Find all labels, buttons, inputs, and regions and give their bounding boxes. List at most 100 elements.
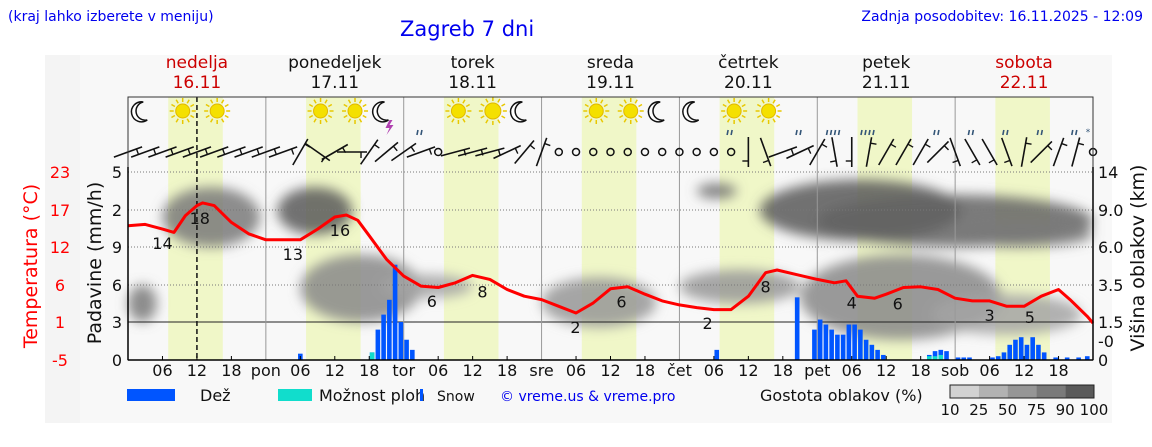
- rain-bar: [1030, 337, 1035, 360]
- precipitation-tick: 2: [112, 201, 122, 220]
- wind-feather: [1061, 142, 1068, 147]
- rain-drop: [825, 129, 829, 136]
- wind-shaft: [895, 138, 912, 166]
- wind-calm-icon: [433, 147, 443, 157]
- sun-ray: [619, 103, 624, 108]
- rain-drop: [868, 129, 871, 136]
- hour-tick: 06: [152, 361, 172, 380]
- sun-ray: [589, 99, 593, 104]
- sun-ray: [603, 103, 608, 108]
- weather-icon-sun-cloud: [617, 98, 644, 124]
- wind-shaft: [251, 146, 281, 158]
- sun-ray: [480, 103, 485, 107]
- wind-barb-icon: [535, 137, 551, 167]
- wind-feather: [821, 143, 828, 148]
- day-name: nedelja: [166, 53, 228, 73]
- rain-drop: [1040, 129, 1044, 136]
- wind-shaft: [1052, 137, 1065, 167]
- rain-drop: [837, 129, 841, 136]
- legend-showers-swatch: [278, 389, 312, 401]
- sun-ray: [210, 99, 214, 104]
- sun-ray: [638, 103, 643, 108]
- wind-barb-icon: [1052, 137, 1068, 167]
- wind-barb-icon: [234, 146, 263, 158]
- weather-icon-cloud-rain: [1036, 129, 1044, 136]
- sun-ray: [308, 114, 314, 119]
- sun-ray: [501, 103, 506, 107]
- header-hint[interactable]: (kraj lahko izberete v meniju): [8, 9, 214, 25]
- sun-ray: [756, 114, 762, 119]
- day-date: 16.11: [173, 73, 222, 93]
- sun-disc: [761, 103, 777, 119]
- wind-barb-icon: [182, 146, 212, 158]
- wind-barb-icon: [199, 146, 229, 158]
- sun-ray: [224, 114, 229, 119]
- cloud-height-tick: 3.5: [1098, 276, 1123, 295]
- rain-bar: [398, 322, 404, 360]
- wind-barb-icon: [390, 142, 417, 162]
- sun-icon: [342, 98, 369, 124]
- temperature-label: 4: [847, 293, 857, 312]
- sun-ray: [205, 103, 210, 108]
- cloud-height-axis-label: Višina oblakov (km): [1127, 165, 1149, 352]
- wind-feather: [514, 147, 519, 154]
- sun-ray: [175, 118, 179, 123]
- sun-ray: [205, 114, 210, 119]
- density-tick: 75: [1027, 401, 1046, 419]
- wind-feather: [153, 148, 157, 155]
- wind-barb-icon: [337, 151, 368, 158]
- wind-barb-icon: [742, 137, 750, 167]
- wind-shaft: [865, 137, 873, 167]
- sun-ray: [726, 118, 731, 123]
- wind-feather: [221, 148, 226, 155]
- day-date: 20.11: [724, 73, 773, 93]
- wind-barb-icon: [1000, 137, 1013, 167]
- credit-link[interactable]: © vreme.us & vreme.pro: [500, 389, 675, 405]
- wind-barb-icon: [926, 140, 950, 164]
- legend-showers-label: Možnost ploh: [319, 386, 425, 405]
- rain-drop: [1002, 129, 1005, 136]
- sun-ray: [175, 99, 179, 104]
- wind-calm-icon: [606, 147, 615, 157]
- sun-ray: [362, 103, 367, 108]
- density-colorbar-frame: [949, 384, 1095, 399]
- day-name: ponedeljek: [288, 53, 382, 73]
- sun-ray: [190, 114, 195, 119]
- sun-disc: [450, 103, 466, 119]
- sun-ray: [462, 99, 466, 104]
- sun-ray: [224, 103, 229, 108]
- rain-bar: [835, 334, 840, 360]
- rain-bar: [381, 314, 386, 360]
- wind-shaft: [475, 147, 505, 157]
- wind-barb-icon: [1071, 137, 1085, 167]
- rain-bar: [714, 349, 720, 360]
- wind-barb-icon: [845, 137, 853, 167]
- sun-ray: [737, 118, 742, 123]
- wind-calm-icon: [692, 147, 701, 157]
- hour-tick: 18: [221, 361, 241, 380]
- rain-bar: [1001, 352, 1007, 360]
- temperature-line: [127, 201, 1095, 325]
- sun-ray: [343, 114, 348, 119]
- sun-ray: [776, 103, 781, 108]
- wind-calm-icon: [589, 147, 598, 157]
- moon-icon: [130, 101, 148, 123]
- weather-icon-cloud-heavy-rain: [825, 129, 841, 136]
- wind-shaft: [1071, 137, 1081, 167]
- cloud-region: [679, 269, 801, 304]
- hour-tick: 06: [566, 361, 586, 380]
- weather-icon-cloud-rain: [795, 129, 802, 136]
- temperature-label: 6: [427, 292, 437, 311]
- wind-feather: [1077, 142, 1085, 146]
- sun-ray: [737, 99, 742, 104]
- wind-barb-icon: [809, 138, 828, 166]
- wind-feather: [204, 148, 209, 155]
- wind-shaft: [759, 137, 772, 167]
- cloud-region: [162, 187, 261, 248]
- sun-disc: [175, 103, 191, 119]
- sun-ray: [362, 114, 367, 119]
- sun-icon: [169, 98, 196, 124]
- temperature-label: 5: [1025, 308, 1035, 327]
- wind-feather: [529, 144, 536, 150]
- wind-shaft: [165, 146, 195, 158]
